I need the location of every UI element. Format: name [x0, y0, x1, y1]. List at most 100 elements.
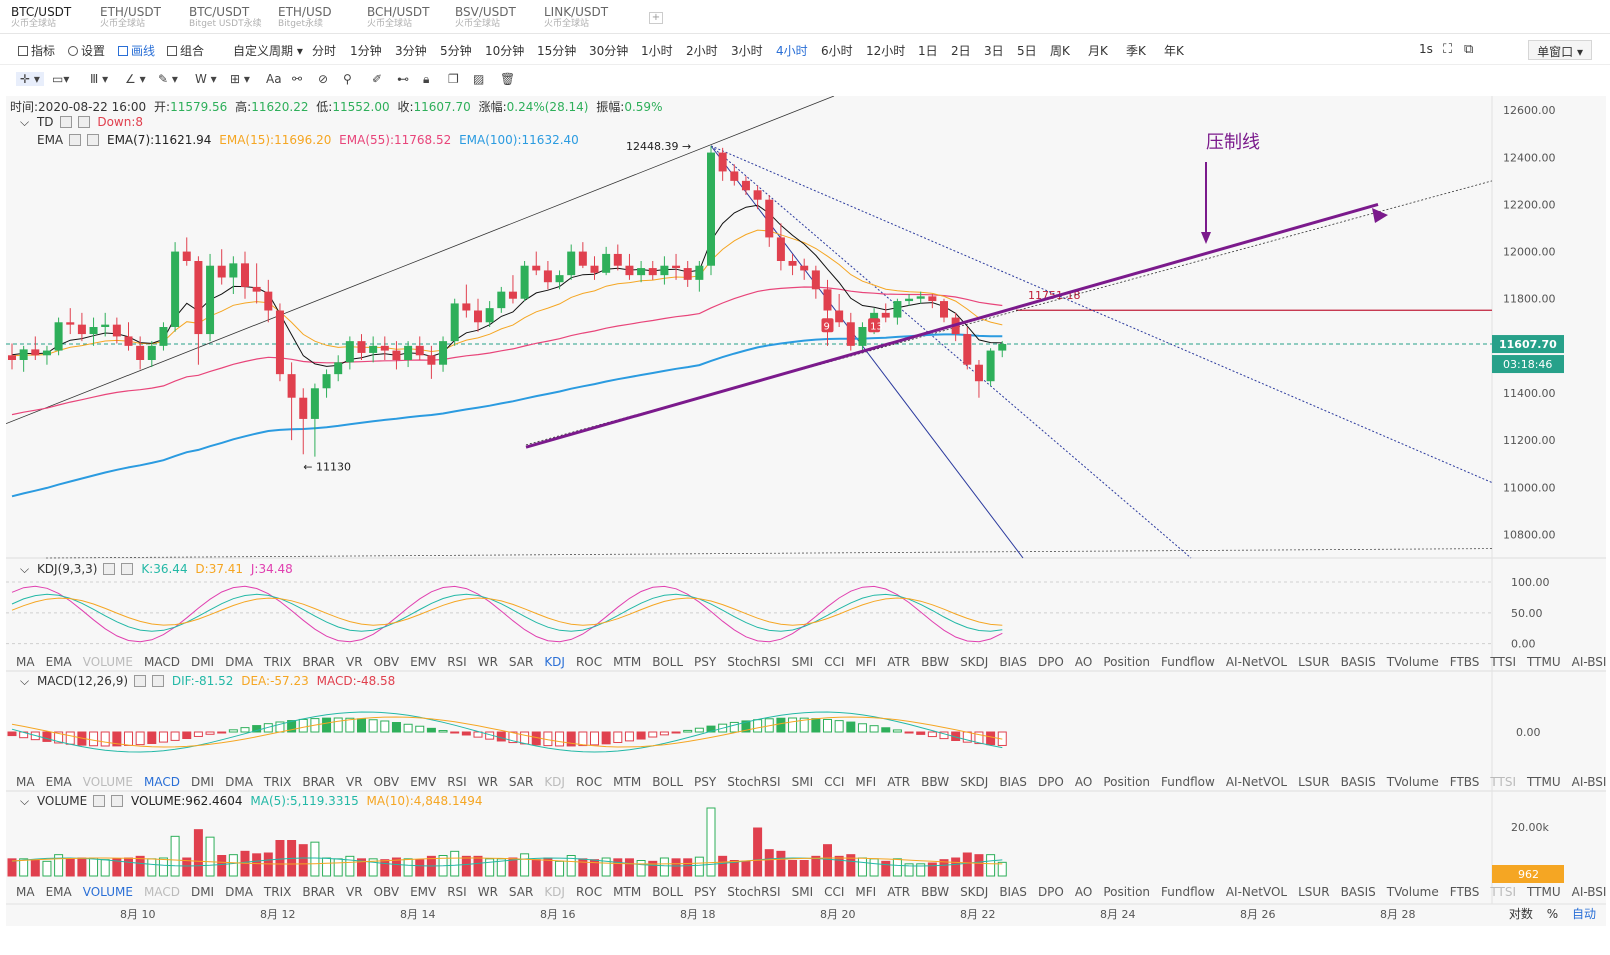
- chart-canvas[interactable]: 12600.00 12400.00 12200.00 12000.00 11800.00…: [6, 96, 1606, 926]
- indicator-smi[interactable]: SMI: [791, 775, 814, 789]
- indicator-mfi[interactable]: MFI: [855, 655, 877, 669]
- collapse-icon[interactable]: ⌵: [20, 794, 30, 808]
- indicator-bias[interactable]: BIAS: [999, 655, 1027, 669]
- indicator-kdj[interactable]: KDJ: [544, 885, 565, 899]
- measure-tool-icon[interactable]: ⊷: [397, 72, 409, 86]
- tab-btc-usdt-bitget[interactable]: BTC/USDT Bitget USDT永续: [189, 6, 262, 32]
- indicator-tvolume[interactable]: TVolume: [1386, 655, 1439, 669]
- period-2[interactable]: 3分钟: [395, 44, 427, 58]
- indicator-ao[interactable]: AO: [1074, 885, 1093, 899]
- indicator-lsur[interactable]: LSUR: [1298, 885, 1330, 899]
- indicator-ttmu[interactable]: TTMU: [1527, 885, 1561, 899]
- indicator-fundflow[interactable]: Fundflow: [1161, 885, 1215, 899]
- indicator-cci[interactable]: CCI: [824, 885, 845, 899]
- indicator-sar[interactable]: SAR: [508, 885, 534, 899]
- indicator-volume[interactable]: VOLUME: [82, 775, 133, 789]
- indicator-vr[interactable]: VR: [345, 775, 363, 789]
- indicator-atr[interactable]: ATR: [887, 885, 911, 899]
- indicator-dpo[interactable]: DPO: [1037, 775, 1064, 789]
- indicator-emv[interactable]: EMV: [410, 775, 437, 789]
- indicator-mtm[interactable]: MTM: [613, 655, 642, 669]
- indicator-ma[interactable]: MA: [16, 775, 35, 789]
- period-10[interactable]: 4小时: [776, 44, 808, 58]
- indicator-ttmu[interactable]: TTMU: [1527, 775, 1561, 789]
- indicator-brar[interactable]: BRAR: [302, 885, 335, 899]
- indicator-basis[interactable]: BASIS: [1340, 775, 1376, 789]
- period-3[interactable]: 5分钟: [440, 44, 472, 58]
- indicator-obv[interactable]: OBV: [373, 655, 400, 669]
- indicator-roc[interactable]: ROC: [575, 885, 603, 899]
- indicator-ttsi[interactable]: TTSI: [1490, 775, 1517, 789]
- indicator-trix[interactable]: TRIX: [263, 885, 292, 899]
- indicator-mfi[interactable]: MFI: [855, 885, 877, 899]
- indicator-ema[interactable]: EMA: [45, 885, 72, 899]
- indicator-fundflow[interactable]: Fundflow: [1161, 775, 1215, 789]
- indicator-boll[interactable]: BOLL: [652, 655, 684, 669]
- period-15[interactable]: 3日: [984, 44, 1004, 58]
- indicator-lsur[interactable]: LSUR: [1298, 655, 1330, 669]
- indicator-ftbs[interactable]: FTBS: [1449, 885, 1480, 899]
- period-12[interactable]: 12小时: [866, 44, 906, 58]
- indicator-bbw[interactable]: BBW: [921, 655, 950, 669]
- indicator-ai-netvol[interactable]: AI-NetVOL: [1225, 885, 1288, 899]
- indicator-mtm[interactable]: MTM: [613, 885, 642, 899]
- log-scale-toggle[interactable]: 对数: [1508, 907, 1533, 921]
- text-tool-icon[interactable]: Aa: [266, 72, 282, 86]
- indicator-sar[interactable]: SAR: [508, 655, 534, 669]
- indicator-cci[interactable]: CCI: [824, 655, 845, 669]
- indicator-ftbs[interactable]: FTBS: [1449, 775, 1480, 789]
- indicator-ai-bsi[interactable]: AI-BSI: [1571, 655, 1607, 669]
- copy-tool-icon[interactable]: ❐: [448, 72, 459, 86]
- indicator-stochrsi[interactable]: StochRSI: [727, 885, 781, 899]
- indicator-obv[interactable]: OBV: [373, 885, 400, 899]
- indicator-psy[interactable]: PSY: [694, 885, 717, 899]
- tab-bsv-usdt-huobi[interactable]: BSV/USDT 火币全球站: [455, 6, 516, 32]
- collapse-icon[interactable]: ⌵: [20, 115, 30, 129]
- period-1[interactable]: 1分钟: [350, 44, 382, 58]
- period-20[interactable]: 年K: [1164, 44, 1184, 58]
- indicator-atr[interactable]: ATR: [887, 655, 911, 669]
- indicator-ttsi[interactable]: TTSI: [1490, 655, 1517, 669]
- angle-tool-icon[interactable]: ∠ ▾: [125, 72, 146, 86]
- indicator-atr[interactable]: ATR: [887, 775, 911, 789]
- indicator-bbw[interactable]: BBW: [921, 775, 950, 789]
- period-6[interactable]: 30分钟: [589, 44, 629, 58]
- indicator-brar[interactable]: BRAR: [302, 655, 335, 669]
- indicator-brar[interactable]: BRAR: [302, 775, 335, 789]
- indicator-macd[interactable]: MACD: [143, 775, 180, 789]
- indicator-ai-bsi[interactable]: AI-BSI: [1571, 885, 1607, 899]
- period-16[interactable]: 5日: [1017, 44, 1037, 58]
- indicator-dpo[interactable]: DPO: [1037, 885, 1064, 899]
- indicator-sar[interactable]: SAR: [508, 775, 534, 789]
- period-7[interactable]: 1小时: [641, 44, 673, 58]
- indicator-stochrsi[interactable]: StochRSI: [727, 775, 781, 789]
- indicator-ttsi[interactable]: TTSI: [1490, 885, 1517, 899]
- indicator-stochrsi[interactable]: StochRSI: [727, 655, 781, 669]
- indicator-cci[interactable]: CCI: [824, 775, 845, 789]
- indicator-wr[interactable]: WR: [477, 885, 498, 899]
- indicator-boll[interactable]: BOLL: [652, 885, 684, 899]
- indicator-position[interactable]: Position: [1103, 775, 1151, 789]
- gear-icon[interactable]: [59, 116, 72, 128]
- pen-tool-icon[interactable]: ✎ ▾: [158, 72, 178, 86]
- window-mode-dropdown[interactable]: 单窗口 ▾: [1528, 40, 1592, 60]
- indicator-tvolume[interactable]: TVolume: [1386, 775, 1439, 789]
- indicator-ftbs[interactable]: FTBS: [1449, 655, 1480, 669]
- indicator-roc[interactable]: ROC: [575, 655, 603, 669]
- indicator-skdj[interactable]: SKDJ: [960, 885, 989, 899]
- lock-tool-icon[interactable]: 🔒︎: [423, 72, 430, 86]
- tab-eth-usd-bitget[interactable]: ETH/USD Bitget永续: [278, 6, 332, 32]
- indicator-fundflow[interactable]: Fundflow: [1161, 655, 1215, 669]
- period-9[interactable]: 3小时: [731, 44, 763, 58]
- indicator-ai-netvol[interactable]: AI-NetVOL: [1225, 655, 1288, 669]
- indicator-dmi[interactable]: DMI: [190, 775, 215, 789]
- indicator-wr[interactable]: WR: [477, 655, 498, 669]
- indicator-mtm[interactable]: MTM: [613, 775, 642, 789]
- grid-tool-icon[interactable]: ⊞ ▾: [230, 72, 250, 86]
- bars-tool-icon[interactable]: Ⅲ ▾: [90, 72, 109, 86]
- indicator-ai-netvol[interactable]: AI-NetVOL: [1225, 775, 1288, 789]
- collapse-icon[interactable]: ⌵: [20, 562, 30, 576]
- period-13[interactable]: 1日: [918, 44, 938, 58]
- indicator-roc[interactable]: ROC: [575, 775, 603, 789]
- indicator-mfi[interactable]: MFI: [855, 775, 877, 789]
